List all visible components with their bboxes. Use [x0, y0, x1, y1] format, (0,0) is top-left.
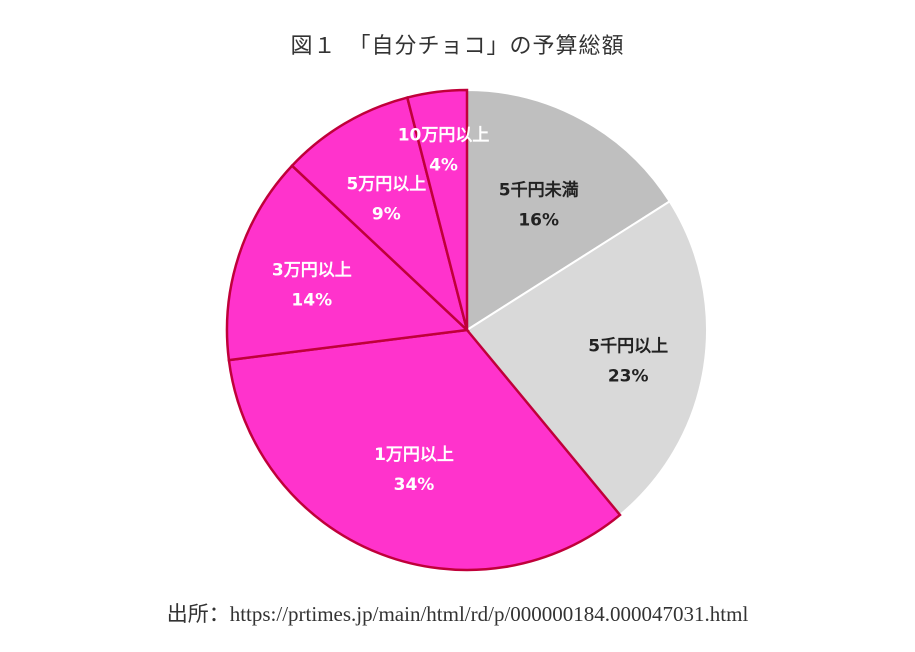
source-note: 出所：https://prtimes.jp/main/html/rd/p/000…	[166, 602, 749, 626]
slice-label-5: 5万円以上	[346, 175, 426, 195]
chart-title: 図１ 「自分チョコ」の予算総額	[290, 34, 625, 59]
slice-label-6: 10万円以上	[398, 125, 490, 145]
slice-value-3: 34%	[394, 475, 435, 495]
pie-slices	[225, 88, 708, 572]
pie-labels: 5千円未満 16% 5千円以上 23% 1万円以上 34% 3万円以上 14% 5万円以上 9% 1…	[272, 125, 668, 495]
slice-label-3: 1万円以上	[374, 445, 454, 465]
slice-value-1: 16%	[518, 211, 559, 231]
pie-slice-1	[466, 88, 672, 332]
pie-slice-6	[405, 88, 469, 331]
pie-slice-5	[290, 96, 470, 334]
pie-slice-2	[465, 200, 708, 517]
pie-slice-4	[225, 163, 470, 362]
slice-label-2: 5千円以上	[588, 337, 668, 357]
slice-label-1: 5千円未満	[499, 180, 579, 201]
slice-label-4: 3万円以上	[272, 261, 352, 281]
pie-slice-3	[227, 328, 622, 572]
slice-value-2: 23%	[608, 367, 649, 387]
slice-value-6: 4%	[429, 155, 458, 175]
slice-value-4: 14%	[291, 291, 332, 311]
slice-value-5: 9%	[372, 205, 401, 225]
